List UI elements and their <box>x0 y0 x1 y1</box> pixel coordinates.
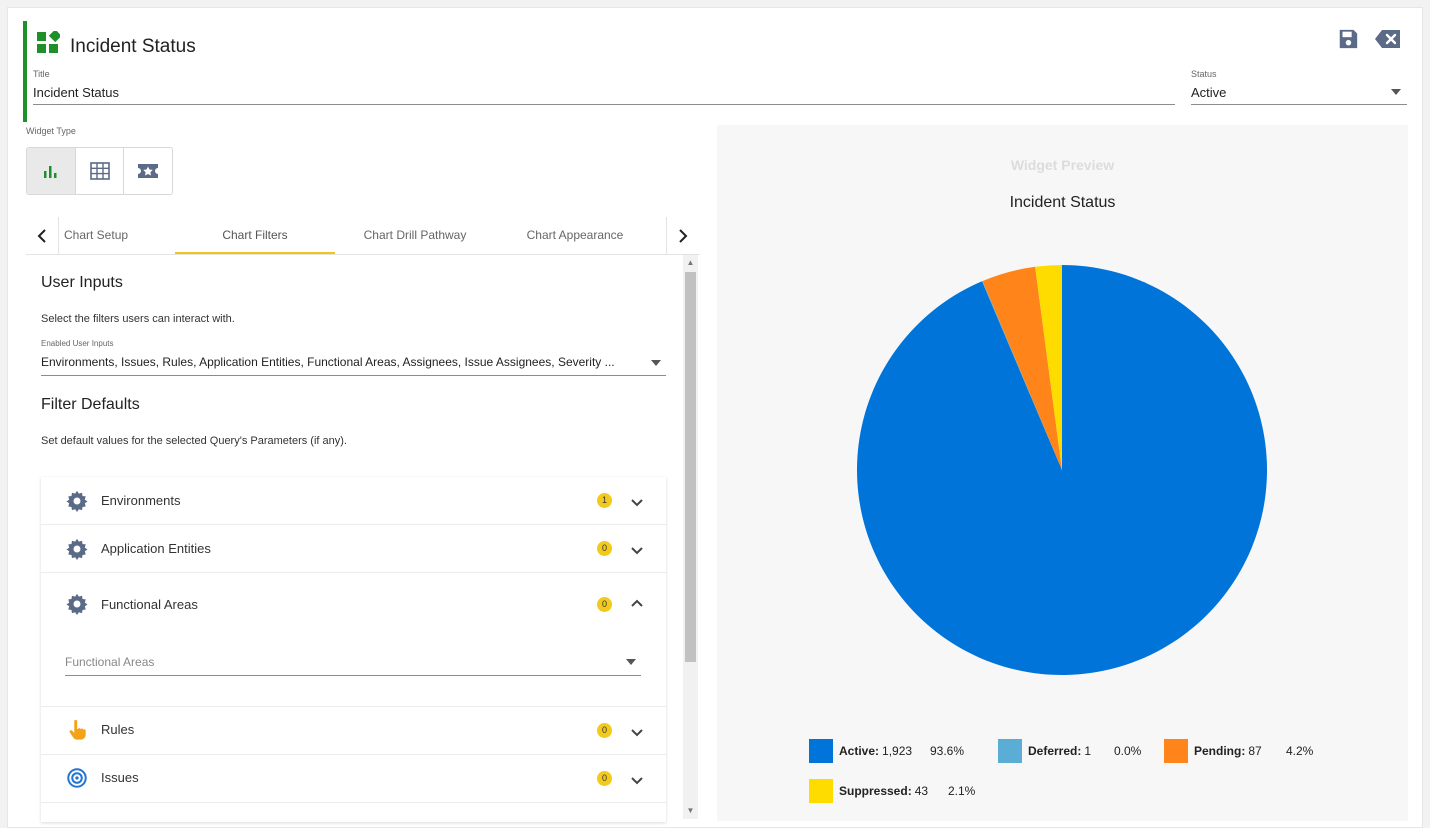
tab-scroll-left-button[interactable] <box>26 217 59 254</box>
filters-scrollbar-thumb[interactable] <box>685 272 696 662</box>
dashboard-widget-icon <box>37 31 60 53</box>
legend-value: 87 <box>1248 744 1262 758</box>
legend-value: 1,923 <box>882 744 913 758</box>
count-badge: 0 <box>597 541 612 556</box>
legend-percent: 2.1% <box>948 784 976 798</box>
filter-defaults-description: Set default values for the selected Quer… <box>41 435 347 447</box>
legend-label: Pending: <box>1194 744 1246 758</box>
title-field-label: Title <box>33 69 50 79</box>
filter-defaults-heading: Filter Defaults <box>41 396 140 413</box>
page-title: Incident Status <box>70 36 196 57</box>
count-badge: 0 <box>597 597 612 612</box>
tab-chart-setup[interactable]: Chart Setup <box>64 228 129 242</box>
accordion-item-label: Environments <box>101 493 181 508</box>
legend-swatch <box>1164 739 1188 763</box>
chevron-down-icon <box>631 499 643 507</box>
widget-type-label: Widget Type <box>26 126 76 136</box>
chevron-right-icon <box>679 228 688 243</box>
user-inputs-description: Select the filters users can interact wi… <box>41 313 235 325</box>
tab-scroll-right-button[interactable] <box>666 217 699 254</box>
bar-chart-icon <box>43 166 57 178</box>
widget-preview-caption: Widget Preview <box>1010 157 1115 173</box>
pie-slice-deferred[interactable] <box>982 280 1062 470</box>
filter-defaults-accordion: Environments 1 Application Entities 0 Fu… <box>41 477 666 822</box>
legend-value: 1 <box>1084 744 1092 758</box>
user-inputs-heading: User Inputs <box>41 274 123 291</box>
gear-icon <box>66 593 88 615</box>
title-field-underline <box>33 104 1175 105</box>
tab-chart-appearance[interactable]: Chart Appearance <box>526 228 624 242</box>
bar-chart-type-button[interactable] <box>27 148 76 194</box>
close-icon[interactable] <box>1374 28 1402 50</box>
tab-chart-drill-pathway[interactable]: Chart Drill Pathway <box>363 228 467 242</box>
legend-percent: 0.0% <box>1114 744 1142 758</box>
legend-value: 43 <box>914 784 929 798</box>
status-field-underline <box>1191 104 1407 105</box>
legend-swatch <box>809 779 833 803</box>
legend-swatch <box>998 739 1022 763</box>
accordion-item-label: Issues <box>101 770 139 785</box>
accordion-item-application-entities[interactable]: Application Entities 0 <box>41 524 666 573</box>
save-icon[interactable] <box>1336 28 1360 50</box>
count-badge: 0 <box>597 723 612 738</box>
dropdown-arrow-icon[interactable] <box>1390 88 1402 96</box>
gear-icon <box>66 538 88 560</box>
widget-preview-panel: Widget Preview Incident Status Active: 1,… <box>717 125 1408 821</box>
accordion-item-rules[interactable]: Rules 0 <box>41 706 666 755</box>
accordion-item-functional-areas[interactable]: Functional Areas 0 Functional Areas <box>41 572 666 707</box>
legend-item-active[interactable]: Active: 1,923 <box>809 739 912 763</box>
accordion-item-environments[interactable]: Environments 1 <box>41 477 666 525</box>
pie-slice-pending[interactable] <box>982 266 1062 470</box>
dropdown-arrow-icon[interactable] <box>650 359 662 367</box>
accordion-item-label: Functional Areas <box>101 597 198 612</box>
dropdown-arrow-icon[interactable] <box>625 658 637 666</box>
chevron-down-icon <box>631 777 643 785</box>
count-badge: 0 <box>597 771 612 786</box>
table-type-button[interactable] <box>76 148 125 194</box>
legend-percent: 93.6% <box>930 744 965 758</box>
scroll-down-arrow[interactable]: ▼ <box>686 806 695 815</box>
functional-areas-underline <box>65 675 641 676</box>
table-grid-icon <box>89 162 110 180</box>
legend-item-suppressed[interactable]: Suppressed: 43 <box>809 779 928 803</box>
status-select[interactable]: Active <box>1191 85 1227 100</box>
accent-bar <box>23 21 27 122</box>
ticket-star-icon <box>138 164 159 178</box>
gear-icon <box>66 490 88 512</box>
functional-areas-select[interactable]: Functional Areas <box>65 655 155 669</box>
widget-type-toggle <box>26 147 173 195</box>
accordion-item-label: Application Entities <box>101 541 211 556</box>
enabled-user-inputs-label: Enabled User Inputs <box>41 339 114 348</box>
legend-percent: 4.2% <box>1286 744 1314 758</box>
legend-item-deferred[interactable]: Deferred: 1 <box>998 739 1091 763</box>
widget-editor-card: Incident Status Title Incident Status St… <box>7 7 1423 828</box>
tab-chart-filters[interactable]: Chart Filters <box>175 217 335 254</box>
status-field-label: Status <box>1191 69 1217 79</box>
chevron-left-icon <box>37 228 46 243</box>
chart-title: Incident Status <box>1009 194 1116 211</box>
pie-slice-suppressed[interactable] <box>1035 265 1062 470</box>
accordion-item-issues[interactable]: Issues 0 <box>41 754 666 803</box>
title-field[interactable]: Incident Status <box>33 85 119 100</box>
legend-label: Suppressed: <box>839 784 912 798</box>
chevron-down-icon <box>631 547 643 555</box>
enabled-user-inputs-select[interactable]: Environments, Issues, Rules, Application… <box>41 355 615 369</box>
pie-chart <box>857 265 1267 675</box>
chevron-down-icon <box>631 729 643 737</box>
count-badge: 1 <box>597 493 612 508</box>
ticket-type-button[interactable] <box>124 148 172 194</box>
tab-bar: Chart Setup Chart Filters Chart Drill Pa… <box>26 217 700 255</box>
legend-label: Active: <box>839 744 880 758</box>
target-icon <box>67 768 87 788</box>
enabled-user-inputs-underline <box>41 375 666 376</box>
legend-item-pending[interactable]: Pending: 87 <box>1164 739 1262 763</box>
legend-label: Deferred: <box>1028 744 1082 758</box>
accordion-item-label: Rules <box>101 722 135 737</box>
scroll-up-arrow[interactable]: ▲ <box>686 258 695 267</box>
legend-swatch <box>809 739 833 763</box>
pointing-hand-icon <box>69 719 86 740</box>
chevron-up-icon <box>631 599 643 607</box>
